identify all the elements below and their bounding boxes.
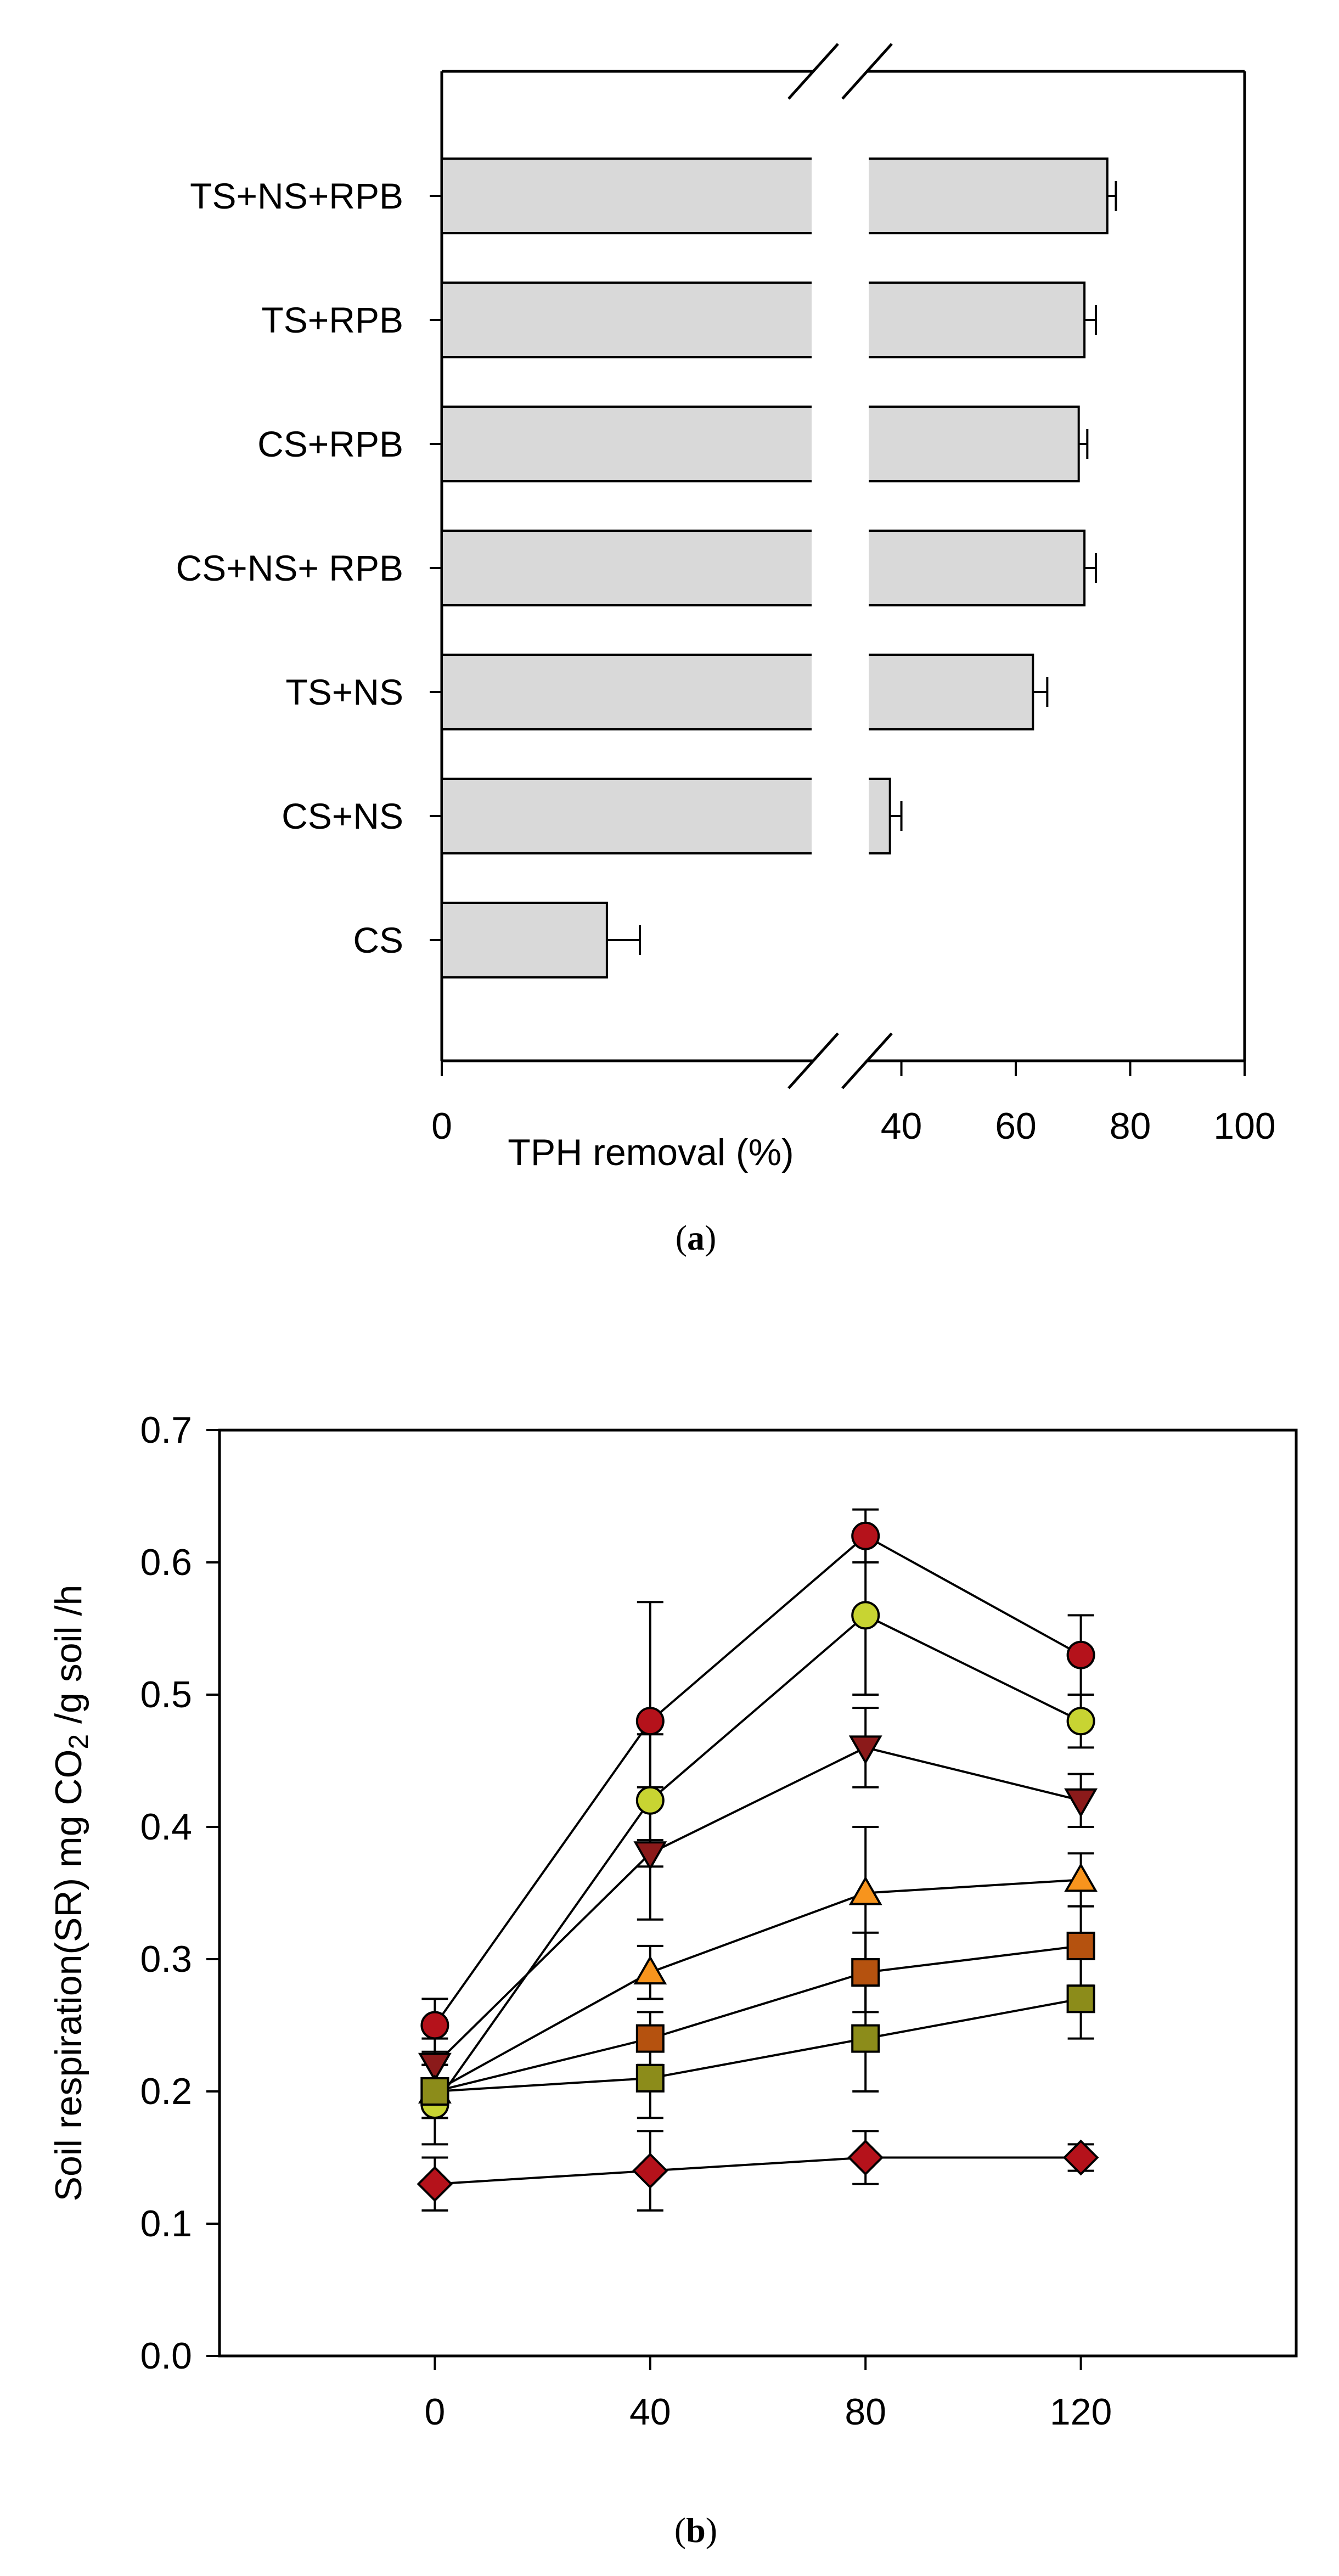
data-point [851, 2024, 880, 2053]
bar [441, 654, 814, 730]
bar [866, 654, 1034, 730]
panel-letter: b [686, 2511, 706, 2550]
panel-letter: a [687, 1218, 705, 1257]
axis-break-mark [841, 43, 893, 100]
y-axis-label-subscript: 2 [63, 1734, 94, 1750]
data-point [851, 1601, 880, 1630]
y-tick-label: 0.4 [140, 1806, 192, 1848]
y-tick-label: CS+NS+ RPB [176, 548, 404, 588]
data-point [635, 1786, 665, 1815]
data-point [420, 2011, 449, 2040]
x-tick-label: 80 [845, 2391, 886, 2433]
data-point [1066, 1707, 1095, 1736]
plot-frame [218, 1428, 1298, 2358]
data-point [420, 2077, 449, 2106]
x-tick-label: 40 [629, 2391, 671, 2433]
data-point [1066, 1931, 1095, 1960]
data-point [1064, 1788, 1098, 1818]
x-tick-label: 40 [881, 1105, 922, 1147]
series-line [434, 1534, 1082, 2026]
y-tick-label: 0.2 [140, 2071, 192, 2112]
panel-label-a: (a) [676, 1218, 717, 1257]
y-tick-label: 0.7 [140, 1409, 192, 1451]
y-axis-label-part: Soil respiration(SR) mg CO [48, 1750, 89, 2202]
bar [441, 158, 814, 234]
series-line [435, 1998, 1081, 2093]
series-line [434, 1614, 1082, 2106]
data-point [635, 1707, 665, 1736]
data-point [851, 1958, 880, 1987]
x-tick-label: 80 [1110, 1105, 1151, 1147]
y-axis-label-part: /g soil /h [48, 1585, 89, 1734]
y-tick-label: 0.1 [140, 2203, 192, 2245]
data-point [848, 1876, 882, 1905]
data-point [1062, 2139, 1099, 2176]
x-tick-label: 120 [1050, 2391, 1112, 2433]
chart-panel-b: 0.0 0.1 0.2 0.3 0.4 0.5 0.6 0.7 0 40 80 120 Soil res… [48, 1409, 1298, 2550]
data-point [1066, 1984, 1095, 2013]
bar [441, 282, 814, 358]
y-tick-label: TS+RPB [261, 300, 403, 340]
y-tick-label: CS [353, 920, 403, 960]
bar [866, 406, 1080, 482]
y-tick-label: TS+NS+RPB [190, 176, 403, 216]
y-tick-label: 0.6 [140, 1542, 192, 1583]
data-point [847, 2139, 884, 2176]
bar [441, 406, 814, 482]
y-tick-label: CS+NS [282, 796, 403, 836]
x-tick-label: 0 [431, 1105, 452, 1147]
data-point [848, 1735, 882, 1765]
panel-label-b: (b) [674, 2511, 717, 2550]
data-point [417, 2166, 453, 2202]
series-line [434, 1746, 1082, 2066]
y-tick-label: 0.3 [140, 1938, 192, 1980]
x-tick-label: 60 [995, 1105, 1037, 1147]
x-axis-label: TPH removal (%) [508, 1132, 794, 1173]
data-point [851, 1521, 880, 1550]
x-tick-label: 100 [1213, 1105, 1275, 1147]
bar [866, 530, 1086, 606]
y-tick-label: CS+RPB [257, 424, 403, 464]
y-tick-label: TS+NS [285, 672, 403, 712]
data-point [1064, 1863, 1098, 1892]
axis-break-mark [787, 1032, 839, 1089]
data-point [1066, 1640, 1095, 1669]
axis-break-mark [841, 1032, 893, 1089]
bar [441, 530, 814, 606]
bar [441, 902, 608, 978]
bar [866, 282, 1086, 358]
bar [441, 778, 814, 854]
data-point [418, 2052, 452, 2082]
y-axis-label: Soil respiration(SR) mg CO2 /g soil /h [48, 1585, 94, 2202]
chart-panel-a: TS+NS+RPB TS+RPB CS+RPB CS+NS+ RPB TS+NS CS+N… [176, 43, 1276, 1257]
series-line [435, 2156, 1081, 2185]
data-point [632, 2152, 668, 2189]
y-tick-label: 0.5 [140, 1674, 192, 1716]
series-line [434, 1944, 1081, 2093]
axis-break-mark [787, 43, 839, 100]
data-point [633, 1955, 667, 1985]
data-point [635, 2063, 665, 2093]
data-point [635, 2024, 665, 2053]
data-point [633, 1841, 667, 1871]
bar [866, 158, 1109, 234]
series-line [434, 1878, 1081, 2093]
x-tick-label: 0 [424, 2391, 445, 2433]
y-tick-label: 0.0 [140, 2335, 192, 2377]
bar [866, 778, 891, 854]
